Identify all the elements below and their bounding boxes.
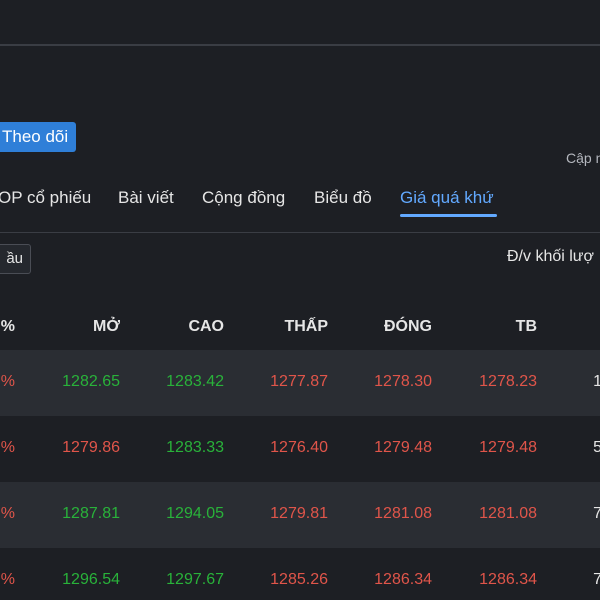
cell-close: 1279.48 — [374, 439, 432, 456]
cell-volume: 1 — [593, 373, 600, 390]
tab-chart[interactable]: Biểu đồ — [314, 188, 372, 207]
table-row: % 1296.54 1297.67 1285.26 1286.34 1286.34 7 — [0, 548, 600, 600]
cell-high: 1294.05 — [166, 505, 224, 522]
active-tab-indicator — [400, 214, 497, 217]
cell-percent: % — [0, 439, 15, 456]
table-row: % 1279.86 1283.33 1276.40 1279.48 1279.48 5 — [0, 416, 600, 482]
cell-low: 1279.81 — [270, 505, 328, 522]
cell-low: 1276.40 — [270, 439, 328, 456]
cell-open: 1296.54 — [62, 571, 120, 588]
cell-volume: 7 — [593, 505, 600, 522]
table-row: % 1282.65 1283.42 1277.87 1278.30 1278.23 1 — [0, 350, 600, 416]
table-row: % 1287.81 1294.05 1279.81 1281.08 1281.08 7 — [0, 482, 600, 548]
column-header-open: MỞ — [93, 318, 120, 335]
cell-high: 1283.33 — [166, 439, 224, 456]
tab-articles[interactable]: Bài viết — [118, 188, 174, 207]
column-header-low: THẤP — [284, 318, 328, 335]
cell-close: 1281.08 — [374, 505, 432, 522]
cell-volume: 7 — [593, 571, 600, 588]
cell-low: 1285.26 — [270, 571, 328, 588]
cell-open: 1279.86 — [62, 439, 120, 456]
period-button[interactable]: ầu — [0, 244, 31, 274]
column-header-percent: % — [0, 318, 15, 335]
cell-low: 1277.87 — [270, 373, 328, 390]
cell-open: 1287.81 — [62, 505, 120, 522]
tab-historical-price[interactable]: Giá quá khứ — [400, 188, 494, 207]
tab-bar: OP cổ phiếu Bài viết Cộng đồng Biểu đồ G… — [0, 180, 600, 233]
cell-percent: % — [0, 373, 15, 390]
cell-average: 1278.23 — [479, 373, 537, 390]
column-header-high: CAO — [188, 318, 224, 335]
top-bar — [0, 0, 600, 46]
cell-average: 1279.48 — [479, 439, 537, 456]
cell-open: 1282.65 — [62, 373, 120, 390]
tab-top-stocks[interactable]: OP cổ phiếu — [0, 188, 92, 207]
tab-community[interactable]: Cộng đồng — [202, 188, 286, 207]
cell-average: 1281.08 — [479, 505, 537, 522]
cell-percent: % — [0, 571, 15, 588]
update-time-label: Cập n — [566, 150, 600, 166]
column-header-average: TB — [515, 318, 537, 335]
cell-close: 1278.30 — [374, 373, 432, 390]
volume-unit-label: Đ/v khối lượ — [507, 248, 594, 265]
cell-close: 1286.34 — [374, 571, 432, 588]
table-header: % MỞ CAO THẤP ĐÓNG TB — [0, 304, 600, 352]
cell-percent: % — [0, 505, 15, 522]
cell-average: 1286.34 — [479, 571, 537, 588]
cell-high: 1283.42 — [166, 373, 224, 390]
cell-volume: 5 — [593, 439, 600, 456]
column-header-close: ĐÓNG — [384, 318, 432, 335]
cell-high: 1297.67 — [166, 571, 224, 588]
follow-button[interactable]: Theo dõi — [0, 122, 77, 152]
